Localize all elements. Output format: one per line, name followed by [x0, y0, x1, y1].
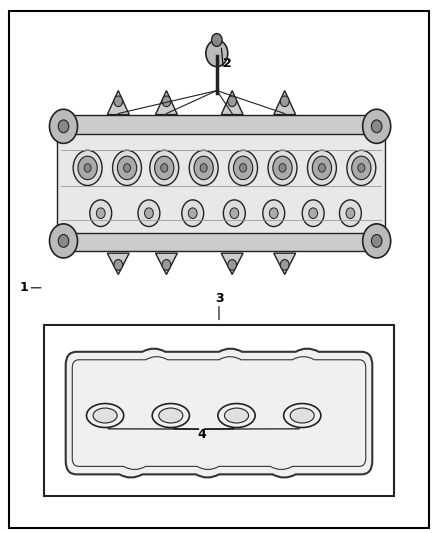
Circle shape	[233, 156, 253, 180]
Circle shape	[49, 109, 78, 143]
Bar	[44, 325, 394, 496]
Circle shape	[200, 164, 207, 172]
Circle shape	[229, 150, 258, 185]
Circle shape	[150, 150, 179, 185]
Circle shape	[114, 260, 123, 270]
Circle shape	[352, 156, 371, 180]
Circle shape	[73, 150, 102, 185]
Polygon shape	[155, 253, 177, 274]
Circle shape	[162, 96, 171, 107]
Circle shape	[124, 164, 131, 172]
Polygon shape	[107, 91, 129, 115]
Circle shape	[145, 208, 153, 219]
Bar	[57, 134, 385, 233]
Polygon shape	[155, 91, 177, 115]
Circle shape	[230, 208, 239, 219]
Circle shape	[346, 208, 355, 219]
Circle shape	[188, 208, 197, 219]
Circle shape	[90, 200, 112, 227]
PathPatch shape	[66, 349, 372, 478]
Circle shape	[268, 150, 297, 185]
Circle shape	[78, 156, 97, 180]
Circle shape	[240, 164, 247, 172]
Circle shape	[363, 109, 391, 143]
Ellipse shape	[225, 408, 249, 423]
Ellipse shape	[284, 403, 321, 427]
Circle shape	[117, 156, 137, 180]
Circle shape	[228, 260, 237, 270]
Circle shape	[358, 164, 365, 172]
Circle shape	[228, 96, 237, 107]
Circle shape	[223, 200, 245, 227]
Polygon shape	[221, 253, 243, 274]
Circle shape	[155, 156, 174, 180]
Circle shape	[189, 150, 218, 185]
Circle shape	[161, 164, 168, 172]
Circle shape	[49, 224, 78, 258]
Circle shape	[96, 208, 105, 219]
Circle shape	[212, 34, 222, 46]
Circle shape	[371, 120, 382, 133]
Circle shape	[279, 164, 286, 172]
Circle shape	[269, 208, 278, 219]
Circle shape	[263, 200, 285, 227]
Circle shape	[302, 200, 324, 227]
Circle shape	[84, 164, 91, 172]
Circle shape	[318, 164, 325, 172]
Polygon shape	[221, 91, 243, 115]
Circle shape	[182, 200, 204, 227]
Circle shape	[307, 150, 336, 185]
Text: 3: 3	[215, 292, 223, 305]
Text: 2: 2	[223, 58, 232, 70]
Text: 4: 4	[197, 428, 206, 441]
Circle shape	[206, 40, 228, 67]
Polygon shape	[274, 91, 296, 115]
Circle shape	[162, 260, 171, 270]
Circle shape	[114, 96, 123, 107]
Circle shape	[280, 260, 289, 270]
Circle shape	[194, 156, 213, 180]
Circle shape	[273, 156, 292, 180]
Ellipse shape	[86, 403, 124, 427]
Circle shape	[280, 96, 289, 107]
Circle shape	[371, 235, 382, 247]
Circle shape	[113, 150, 141, 185]
Circle shape	[58, 235, 69, 247]
Circle shape	[309, 208, 318, 219]
Ellipse shape	[152, 403, 189, 427]
Bar	[57, 115, 385, 136]
Circle shape	[312, 156, 332, 180]
Text: 1: 1	[20, 281, 28, 294]
Circle shape	[138, 200, 160, 227]
Polygon shape	[274, 253, 296, 274]
Ellipse shape	[218, 403, 255, 427]
Ellipse shape	[93, 408, 117, 423]
Bar	[57, 232, 385, 251]
Circle shape	[58, 120, 69, 133]
Ellipse shape	[159, 408, 183, 423]
Circle shape	[347, 150, 376, 185]
Circle shape	[363, 224, 391, 258]
Ellipse shape	[290, 408, 314, 423]
Polygon shape	[107, 253, 129, 274]
Circle shape	[339, 200, 361, 227]
